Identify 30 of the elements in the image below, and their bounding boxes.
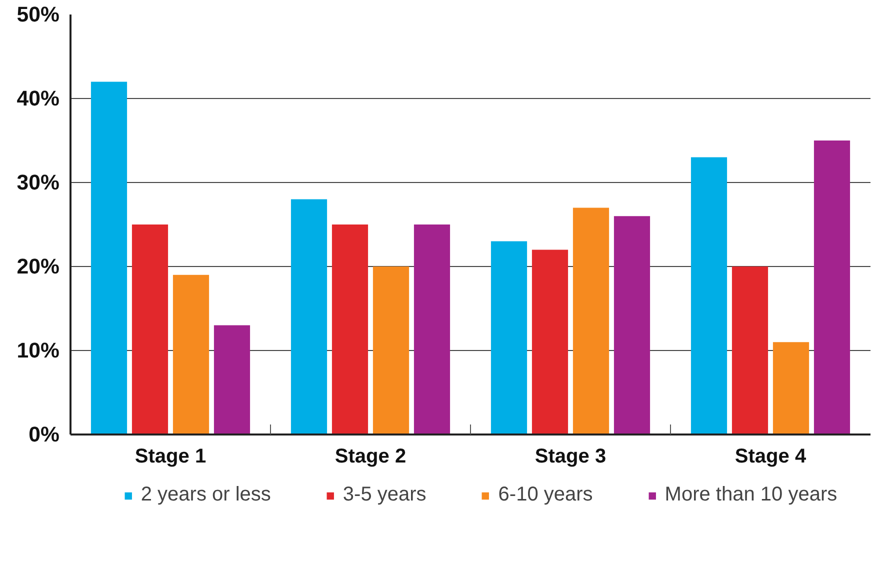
x-tick-label: Stage 4	[734, 446, 807, 468]
y-tick-label: 30%	[16, 170, 60, 194]
legend-label: 6-10 years	[498, 484, 593, 506]
x-tick-label: Stage 3	[534, 446, 606, 468]
bar	[690, 157, 728, 434]
bar	[290, 199, 328, 434]
bar	[732, 266, 768, 434]
x-tick-label: Stage 2	[334, 446, 406, 468]
bar	[90, 82, 128, 434]
y-tick-label: 40%	[16, 86, 60, 110]
legend-label: More than 10 years	[664, 484, 838, 506]
y-tick-label: 20%	[16, 254, 60, 278]
bar	[772, 342, 810, 434]
bar	[532, 250, 568, 434]
bar	[572, 208, 610, 434]
bar	[332, 224, 368, 434]
bar	[214, 325, 250, 434]
bar	[490, 241, 528, 434]
legend-label: 3-5 years	[342, 484, 426, 506]
y-tick-label: 10%	[16, 338, 60, 362]
bar	[172, 274, 210, 434]
x-tick-label: Stage 1	[134, 446, 206, 468]
bar	[372, 266, 410, 434]
legend-label: 2 years or less	[140, 484, 271, 506]
bar	[414, 224, 450, 434]
y-tick-label: 50%	[16, 2, 60, 26]
bar	[614, 216, 650, 434]
bar	[814, 140, 850, 434]
bar	[132, 224, 168, 434]
y-tick-label: 0%	[28, 422, 60, 446]
